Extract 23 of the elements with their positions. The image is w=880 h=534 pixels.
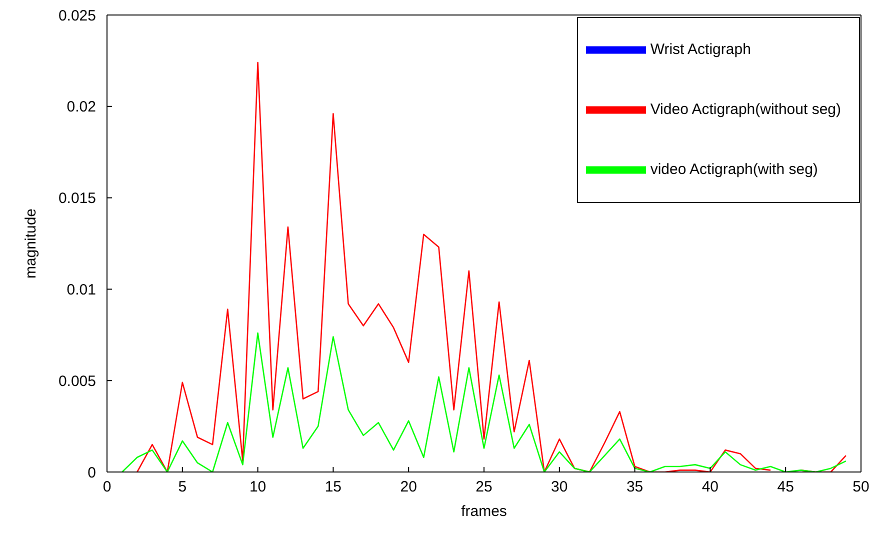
x-tick-label: 15 <box>324 478 342 496</box>
y-tick-label: 0.02 <box>66 98 96 116</box>
x-tick-label: 50 <box>852 478 870 496</box>
x-tick-label: 0 <box>102 478 112 496</box>
line-series <box>121 332 847 472</box>
x-tick-label: 35 <box>626 478 644 496</box>
y-tick-label: 0.005 <box>58 372 96 390</box>
x-tick-label: 45 <box>777 478 794 496</box>
y-tick-label: 0.015 <box>58 190 96 208</box>
x-tick-label: 25 <box>476 478 492 496</box>
legend-label: Wrist Actigraph <box>650 41 751 58</box>
y-tick-label: 0 <box>88 464 96 482</box>
y-tick-label: 0.025 <box>58 7 96 24</box>
x-tick-label: 10 <box>249 478 266 496</box>
legend-label: Video Actigraph(without seg) <box>650 101 841 118</box>
x-tick-label: 20 <box>400 478 417 496</box>
x-tick-label: 5 <box>178 478 187 496</box>
x-axis-title: frames <box>461 503 507 520</box>
y-axis-title: magnitude <box>22 208 40 279</box>
x-tick-label: 30 <box>551 478 568 496</box>
x-tick-label: 40 <box>702 478 719 496</box>
y-tick-label: 0.01 <box>66 282 96 299</box>
legend-label: video Actigraph(with seg) <box>650 161 818 178</box>
